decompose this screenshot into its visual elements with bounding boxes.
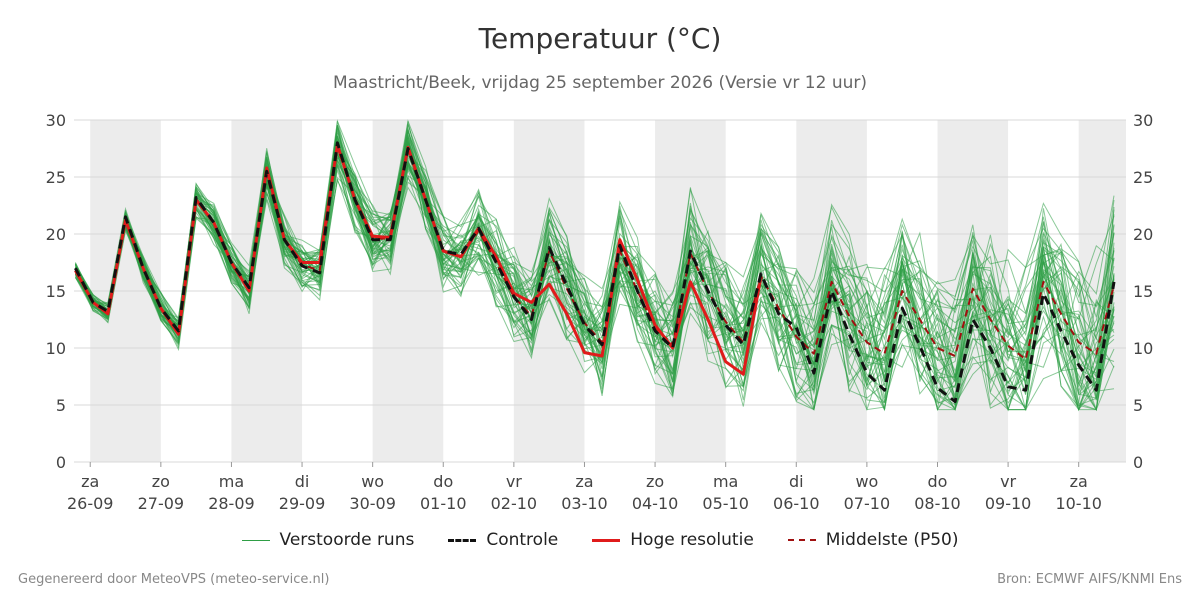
x-tick-date: 28-09 — [208, 494, 255, 513]
ensemble-run — [74, 119, 1115, 347]
chart-subtitle: Maastricht/Beek, vrijdag 25 september 20… — [332, 73, 867, 93]
x-tick-date: 30-09 — [349, 494, 396, 513]
y-tick-label: 30 — [46, 111, 66, 130]
x-tick-day: ma — [219, 472, 244, 491]
x-tick-date: 02-10 — [491, 494, 538, 513]
legend-item-control: Controle — [448, 530, 558, 550]
y-axis-right: 0 5 10 15 20 25 30 — [1133, 111, 1153, 472]
y-tick-label: 25 — [1133, 168, 1153, 187]
legend-swatch-median — [787, 539, 816, 541]
x-tick-day: vr — [506, 472, 522, 491]
y-tick-label: 20 — [1133, 225, 1153, 244]
ensemble-run — [74, 137, 1115, 381]
footer-credit: Gegenereerd door MeteoVPS (meteo-service… — [18, 572, 330, 587]
x-tick-date: 29-09 — [279, 494, 326, 513]
x-tick-day: do — [433, 472, 453, 491]
legend-item-runs: Verstoorde runs — [241, 530, 415, 550]
y-tick-label: 20 — [46, 225, 66, 244]
legend-item-hires: Hoge resolutie — [592, 530, 754, 550]
ensemble-run — [74, 136, 1115, 410]
x-tick-day: ma — [713, 472, 738, 491]
x-tick-day: di — [789, 472, 804, 491]
x-tick-day: za — [81, 472, 99, 491]
y-tick-label: 0 — [1133, 453, 1143, 472]
x-tick-date: 10-10 — [1055, 494, 1102, 513]
x-axis: za 26-09 zo 27-09 ma 28-09 di 29-09 wo 30-09 do 01-… — [67, 462, 1102, 513]
series-line-controle — [74, 141, 1116, 404]
legend-swatch-control — [448, 538, 477, 542]
main-series — [74, 141, 1116, 404]
y-tick-label: 15 — [1133, 282, 1153, 301]
ensemble-run — [74, 120, 1115, 345]
y-tick-label: 10 — [46, 339, 66, 358]
y-tick-label: 15 — [46, 282, 66, 301]
y-tick-label: 0 — [56, 453, 66, 472]
x-tick-day: di — [295, 472, 310, 491]
legend-label-control: Controle — [486, 530, 559, 550]
chart-title: Temperatuur (°C) — [478, 22, 722, 55]
x-tick-date: 07-10 — [844, 494, 891, 513]
footer-source: Bron: ECMWF AIFS/KNMI Ens — [997, 572, 1182, 587]
x-tick-day: za — [1070, 472, 1088, 491]
y-tick-label: 5 — [56, 396, 66, 415]
y-tick-label: 5 — [1133, 396, 1143, 415]
x-tick-day: za — [575, 472, 593, 491]
y-tick-label: 30 — [1133, 111, 1153, 130]
x-tick-date: 27-09 — [138, 494, 185, 513]
x-tick-date: 04-10 — [632, 494, 679, 513]
y-axis-left: 0 5 10 15 20 25 30 — [46, 111, 66, 472]
legend-swatch-runs — [241, 539, 270, 541]
x-tick-date: 26-09 — [67, 494, 114, 513]
legend-swatch-hires — [592, 538, 621, 542]
x-tick-date: 08-10 — [914, 494, 961, 513]
y-tick-label: 25 — [46, 168, 66, 187]
x-tick-day: do — [928, 472, 948, 491]
x-tick-day: wo — [361, 472, 384, 491]
x-tick-day: vr — [1000, 472, 1016, 491]
x-tick-day: zo — [646, 472, 664, 491]
x-tick-date: 05-10 — [702, 494, 749, 513]
legend-item-median: Middelste (P50) — [787, 530, 959, 550]
x-tick-date: 01-10 — [420, 494, 467, 513]
ensemble-run — [74, 163, 1115, 411]
x-tick-day: zo — [152, 472, 170, 491]
x-tick-date: 03-10 — [561, 494, 608, 513]
legend-label-median: Middelste (P50) — [825, 530, 959, 550]
ensemble-run — [74, 134, 1115, 364]
x-tick-day: wo — [855, 472, 878, 491]
legend: Verstoorde runs Controle Hoge resolutie … — [0, 530, 1200, 550]
x-tick-date: 09-10 — [985, 494, 1032, 513]
y-tick-label: 10 — [1133, 339, 1153, 358]
x-tick-date: 06-10 — [773, 494, 820, 513]
legend-label-runs: Verstoorde runs — [279, 530, 415, 550]
legend-label-hires: Hoge resolutie — [630, 530, 754, 550]
